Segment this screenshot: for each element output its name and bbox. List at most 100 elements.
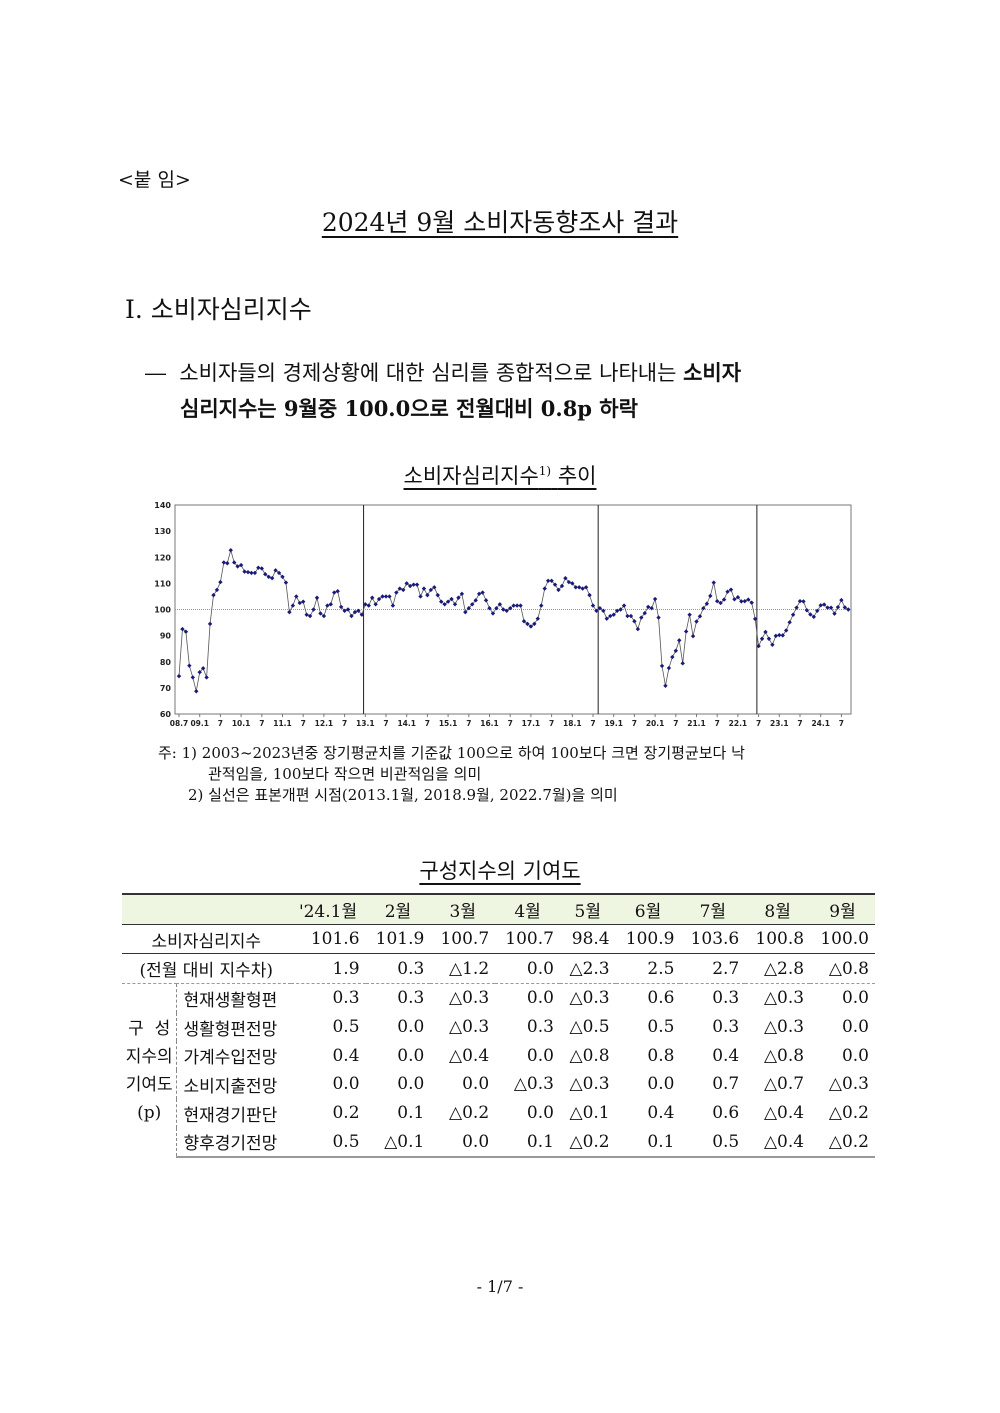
cell: 0.3: [397, 988, 425, 1009]
cell: 0.4: [332, 1045, 360, 1066]
row-label: 소비지출전망: [183, 1076, 278, 1097]
data-point: [590, 603, 596, 608]
data-point: [670, 654, 675, 660]
data-point: [828, 605, 834, 610]
data-point: [501, 607, 506, 612]
cell: △0.3: [569, 988, 610, 1009]
cell: 0.3: [365, 953, 431, 985]
data-point: [269, 575, 275, 581]
data-point: [245, 569, 251, 575]
x-tick-label: 7: [632, 719, 637, 728]
x-tick-label: 08.7: [170, 719, 189, 728]
data-point: [704, 601, 710, 606]
cell: △0.8: [763, 1045, 805, 1066]
cell: 2.5: [615, 953, 681, 985]
cell: 101.6: [290, 924, 366, 955]
cell: 0.4: [647, 1103, 675, 1124]
cell: 100.0: [810, 924, 875, 955]
group-label-line: (p): [137, 1102, 162, 1123]
cell: 100.7: [495, 924, 560, 955]
data-point: [387, 594, 392, 599]
cell: △0.3: [828, 1074, 869, 1095]
data-point: [784, 628, 789, 633]
cell: 1.9: [290, 953, 366, 985]
group-label-line: 구 성: [128, 1018, 171, 1039]
x-tick-label: 11.1: [273, 719, 292, 728]
cell: 0.4: [712, 1045, 740, 1066]
data-point: [663, 683, 668, 688]
x-tick-label: 19.1: [604, 719, 623, 728]
cell: 0.0: [526, 988, 554, 1009]
cell: 0.2: [332, 1103, 360, 1124]
x-tick-label: 21.1: [687, 719, 706, 728]
data-point: [804, 608, 810, 613]
x-tick-label: 7: [797, 719, 802, 728]
cell: 0.0: [462, 1074, 490, 1095]
bullet-dash: ―: [145, 361, 166, 385]
column-header: 8월: [745, 892, 811, 925]
header-blank: [122, 892, 291, 925]
cell: △0.4: [763, 1103, 805, 1124]
cell: 0.3: [712, 988, 740, 1009]
group-label: 구 성 지수의 기여도 (p): [122, 983, 178, 1158]
cell: 0.0: [526, 1103, 554, 1124]
y-tick-label: 100: [154, 606, 171, 615]
table-row: 소비지출전망 0.0 0.0 0.0 △0.3 △0.3 0.0 0.7 △0.7 △0.3: [122, 1070, 875, 1099]
table-row: 가계수입전망 0.4 0.0 △0.4 0.0 △0.8 0.8 0.4 △0.8 0.0: [122, 1041, 875, 1070]
chart-title-footnote: 1): [538, 464, 552, 478]
row-label: 향후경기전망: [176, 1127, 291, 1159]
x-tick-label: 12.1: [315, 719, 334, 728]
data-point: [680, 661, 685, 666]
cell: 0.3: [712, 1017, 740, 1038]
x-tick-label: 7: [342, 719, 347, 728]
cell: 0.5: [680, 1127, 746, 1159]
data-point: [200, 666, 206, 671]
data-point: [759, 636, 765, 641]
data-point: [214, 587, 220, 593]
table-title: 구성지수의 기여도: [419, 859, 581, 883]
y-tick-label: 60: [160, 710, 172, 719]
data-point: [715, 598, 720, 604]
data-point: [642, 610, 647, 616]
bullet-text: 소비자들의 경제상황에 대한 심리를 종합적으로 나타내는: [179, 361, 684, 385]
data-point: [801, 599, 806, 604]
cell: 0.7: [712, 1074, 740, 1095]
data-point: [777, 632, 782, 638]
cell: △0.3: [569, 1074, 610, 1095]
data-point: [808, 612, 813, 617]
notes-prefix: 주:: [158, 744, 177, 762]
data-point: [763, 629, 768, 635]
cell: △0.3: [449, 1017, 490, 1038]
cell: 0.0: [526, 1045, 554, 1066]
cell: 0.8: [647, 1045, 675, 1066]
x-tick-label: 18.1: [563, 719, 582, 728]
x-tick-label: 7: [839, 719, 844, 728]
x-tick-label: 7: [383, 719, 388, 728]
data-point: [294, 594, 299, 599]
data-point: [266, 574, 271, 580]
column-header: 2월: [365, 892, 431, 925]
data-point: [635, 626, 641, 632]
data-point: [677, 638, 682, 643]
cell: △0.8: [569, 1045, 610, 1066]
column-header: 3월: [430, 892, 496, 925]
cell: 0.1: [615, 1127, 681, 1159]
cell: △0.3: [763, 988, 805, 1009]
data-point: [570, 581, 575, 586]
data-point: [556, 587, 561, 593]
data-point: [794, 605, 799, 610]
table-row: (전월 대비 지수차) 1.9 0.3 △1.2 0.0 △2.3 2.5 2.7 △2.8 △0…: [122, 953, 875, 985]
data-point: [428, 587, 434, 593]
data-point: [742, 598, 747, 604]
data-point: [697, 614, 703, 619]
data-point: [732, 597, 737, 602]
data-point: [345, 607, 351, 612]
data-point: [383, 594, 389, 599]
data-point: [721, 597, 727, 602]
column-header: 4월: [495, 892, 560, 925]
cell: 0.0: [397, 1045, 425, 1066]
cell: 0.0: [397, 1017, 425, 1038]
chart-title-text: 소비자심리지수: [403, 464, 539, 488]
chart-notes: 주: 1) 2003~2023년중 장기평균치를 기준값 100으로 하여 10…: [158, 743, 868, 806]
x-tick-label: 23.1: [770, 719, 789, 728]
